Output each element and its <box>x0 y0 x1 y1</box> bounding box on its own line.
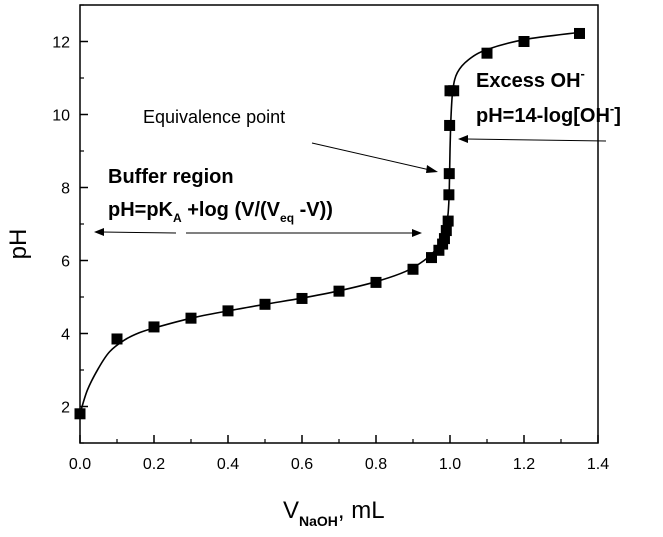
data-point <box>574 27 585 39</box>
data-point <box>433 244 445 256</box>
excess-arrow-line <box>465 138 607 142</box>
data-point <box>444 119 456 131</box>
y-tick-label: 2 <box>61 400 70 417</box>
excess-formula-text: pH=14-log[OH <box>476 105 610 127</box>
buffer-formula-sub-a: A <box>173 211 182 225</box>
x-axis-title-sub: NaOH <box>299 513 338 529</box>
x-tick-label: 1.2 <box>513 456 535 473</box>
y-tick-label: 12 <box>52 35 70 52</box>
excess-oh-text: Excess OH <box>476 70 581 92</box>
data-point <box>440 225 452 237</box>
data-point <box>443 189 455 201</box>
buffer-arrow-left-head <box>94 228 104 236</box>
annotation-buffer-formula: pH=pKA +log (V/(Veq -V)) <box>108 199 333 225</box>
equivalence-arrow-line <box>311 142 431 171</box>
data-point <box>222 305 234 317</box>
y-tick-label: 6 <box>61 254 70 271</box>
data-point <box>518 36 530 47</box>
data-point <box>148 321 160 333</box>
x-axis-title-unit: , mL <box>338 497 385 524</box>
data-point <box>259 298 271 310</box>
y-tick-label: 10 <box>52 108 70 125</box>
x-tick-label: 0.2 <box>143 456 165 473</box>
buffer-arrow-left-line <box>101 231 177 234</box>
y-tick-label: 8 <box>61 181 70 198</box>
excess-formula-close: ] <box>614 105 621 127</box>
data-point <box>438 233 450 245</box>
buffer-formula-sub-eq: eq <box>280 211 294 225</box>
buffer-formula-part-a: pH=pK <box>108 199 174 221</box>
data-point <box>111 333 123 345</box>
x-tick-label: 0.8 <box>365 456 387 473</box>
annotation-excess-formula: pH=14-log[OH-] <box>476 101 621 127</box>
annotation-excess-oh: Excess OH- <box>476 66 585 92</box>
data-point <box>185 312 197 324</box>
y-tick-label: 4 <box>61 327 70 344</box>
buffer-formula-part-c: -V)) <box>294 199 333 221</box>
x-tick-label: 0.4 <box>217 456 239 473</box>
data-points-layer <box>74 27 585 420</box>
data-point <box>296 292 308 304</box>
buffer-formula-part-b: +log (V/(V <box>182 199 281 221</box>
y-axis-title: pH <box>5 229 32 260</box>
annotation-equivalence-point: Equivalence point <box>143 107 285 127</box>
data-point <box>443 168 455 180</box>
data-point <box>481 47 493 59</box>
excess-formula-superscript: - <box>610 101 614 116</box>
equivalence-arrow-head <box>426 165 438 173</box>
buffer-arrow-right-head <box>412 229 422 237</box>
data-point <box>448 85 460 97</box>
x-axis-title-main: V <box>283 497 299 524</box>
x-tick-label: 0.0 <box>69 456 91 473</box>
data-point <box>74 408 86 420</box>
x-axis-title: VNaOH, mL <box>283 497 385 529</box>
excess-oh-superscript: - <box>581 66 585 81</box>
x-axis-ticks: 0.0 0.2 0.4 0.6 0.8 1.0 1.2 1.4 <box>69 435 609 473</box>
data-point <box>426 252 437 264</box>
data-point <box>407 263 419 275</box>
y-axis-ticks: 2 4 6 8 10 12 <box>52 4 88 444</box>
annotation-buffer-region: Buffer region <box>108 166 234 188</box>
data-point <box>333 285 345 297</box>
data-point <box>370 276 382 288</box>
data-point <box>442 215 454 227</box>
x-tick-label: 1.4 <box>587 456 609 473</box>
x-tick-label: 1.0 <box>439 456 461 473</box>
excess-arrow-head <box>458 135 468 143</box>
x-tick-label: 0.6 <box>291 456 313 473</box>
